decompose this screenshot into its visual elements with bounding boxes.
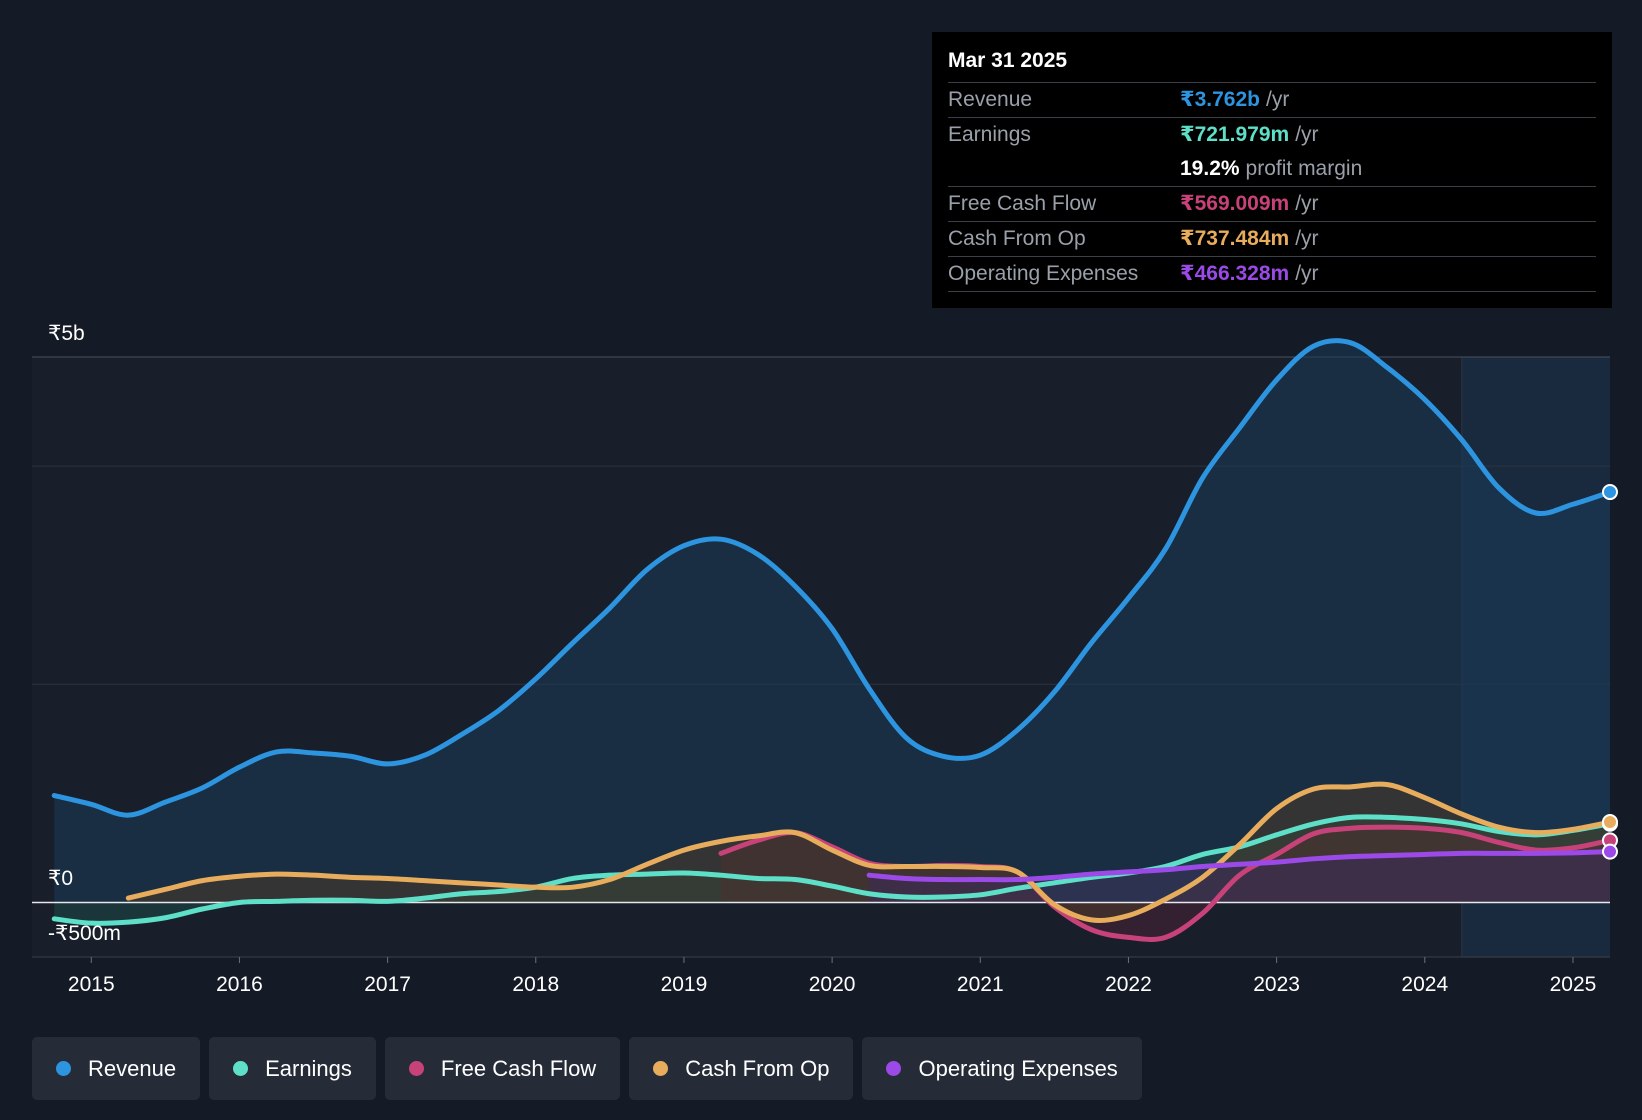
tooltip-label: Free Cash Flow: [948, 192, 1097, 215]
tooltip-unit: /yr: [1295, 192, 1319, 215]
legend-label: Earnings: [265, 1055, 352, 1081]
operating-expenses-endpoint: [1602, 843, 1618, 860]
tooltip-value: ₹3.762b: [1180, 88, 1260, 111]
x-tick-label: 2023: [1253, 973, 1300, 996]
earnings-line: [51, 814, 1613, 926]
x-tick-label: 2019: [661, 973, 708, 996]
legend-dot-icon: [408, 1061, 424, 1076]
legend: Revenue Earnings Free Cash Flow Cash Fro…: [32, 1037, 1142, 1100]
tooltip: Mar 31 2025 Revenue ₹3.762b /yr Earnings…: [932, 32, 1612, 308]
tooltip-label: Cash From Op: [948, 227, 1086, 250]
legend-label: Revenue: [88, 1055, 177, 1081]
legend-label: Cash From Op: [685, 1055, 830, 1081]
tooltip-row-opex: Operating Expenses ₹466.328m /yr: [948, 257, 1596, 292]
tooltip-unit: /yr: [1295, 123, 1319, 146]
profit-margin-value: 19.2%: [1180, 157, 1240, 180]
x-tick-label: 2025: [1550, 973, 1597, 996]
tooltip-row-profit-margin: 19.2% profit margin: [948, 152, 1596, 187]
tooltip-row-cfo: Cash From Op ₹737.484m /yr: [948, 222, 1596, 257]
revenue-area: [54, 340, 1611, 903]
cash-from-op-line: [125, 781, 1613, 923]
x-tick-label: 2020: [809, 973, 856, 996]
legend-item-earnings[interactable]: Earnings: [209, 1037, 376, 1100]
legend-dot-icon: [233, 1061, 249, 1076]
tooltip-value: ₹737.484m: [1180, 227, 1290, 250]
tooltip-unit: /yr: [1295, 262, 1319, 285]
x-tick-label: 2021: [957, 973, 1004, 996]
tooltip-unit: /yr: [1295, 227, 1319, 250]
tooltip-row-revenue: Revenue ₹3.762b /yr: [948, 83, 1596, 118]
legend-dot-icon: [56, 1061, 71, 1076]
legend-item-operating-expenses[interactable]: Operating Expenses: [862, 1037, 1142, 1100]
tooltip-value: ₹569.009m: [1180, 192, 1290, 215]
tooltip-row-fcf: Free Cash Flow ₹569.009m /yr: [948, 187, 1596, 222]
y-label-top: ₹5b: [48, 322, 85, 345]
tooltip-label: Revenue: [948, 88, 1033, 111]
operating-expenses-line: [866, 849, 1613, 883]
legend-item-cash-from-op[interactable]: Cash From Op: [629, 1037, 854, 1100]
y-label-zero: ₹0: [48, 867, 73, 890]
x-tick-label: 2015: [68, 973, 115, 996]
tooltip-label: Earnings: [948, 123, 1031, 146]
x-tick-label: 2016: [216, 973, 263, 996]
legend-dot-icon: [653, 1061, 669, 1076]
legend-item-free-cash-flow[interactable]: Free Cash Flow: [384, 1037, 621, 1100]
legend-label: Operating Expenses: [918, 1055, 1118, 1081]
x-tick-label: 2018: [512, 973, 559, 996]
x-tick-label: 2024: [1401, 973, 1448, 996]
tooltip-value: ₹721.979m: [1180, 123, 1290, 146]
tooltip-date: Mar 31 2025: [948, 46, 1596, 83]
tooltip-row-earnings: Earnings ₹721.979m /yr: [948, 118, 1596, 152]
legend-item-revenue[interactable]: Revenue: [32, 1037, 201, 1100]
legend-label: Free Cash Flow: [440, 1055, 597, 1081]
y-label-bottom: -₹500m: [48, 922, 121, 945]
tooltip-value: ₹466.328m: [1180, 262, 1290, 285]
tooltip-unit: /yr: [1266, 88, 1290, 111]
legend-dot-icon: [886, 1061, 902, 1076]
profit-margin-text: profit margin: [1245, 157, 1363, 180]
tooltip-label: Operating Expenses: [948, 262, 1139, 285]
cash-from-op-endpoint: [1602, 814, 1618, 831]
x-tick-label: 2017: [364, 973, 411, 996]
revenue-line: [51, 338, 1613, 818]
revenue-endpoint: [1602, 484, 1618, 501]
x-tick-label: 2022: [1105, 973, 1152, 996]
